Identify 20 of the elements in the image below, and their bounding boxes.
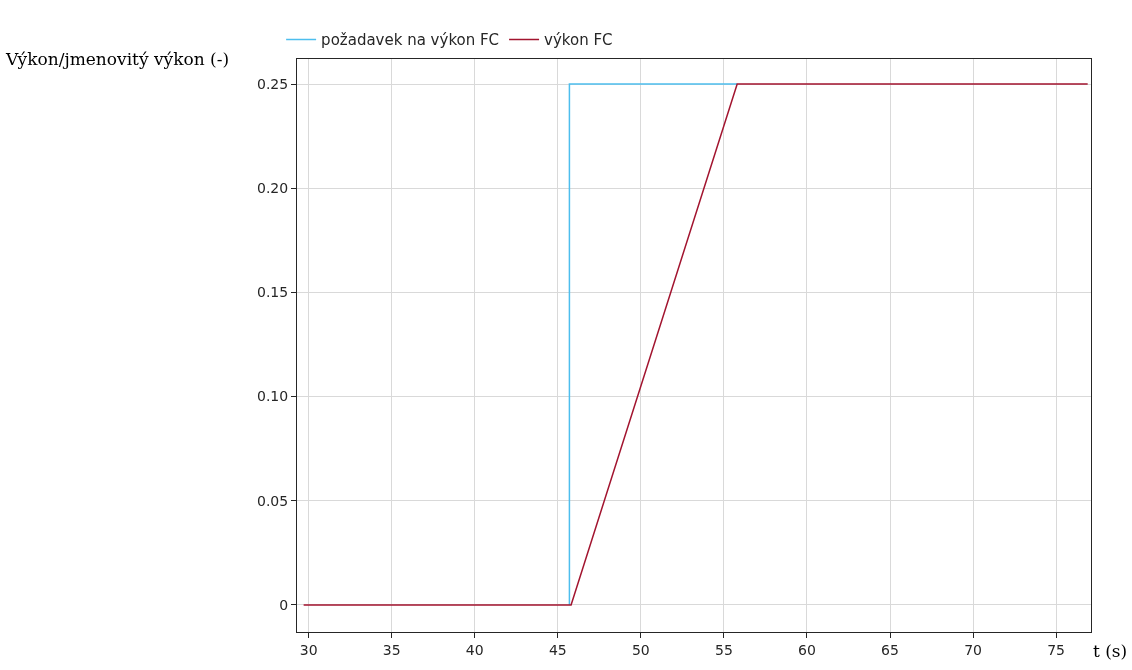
- x-tick-label: 75: [1047, 641, 1066, 658]
- x-tick-label: 65: [881, 641, 899, 658]
- x-tick-label: 50: [631, 641, 650, 658]
- x-tick-label: 45: [548, 641, 567, 658]
- legend-label: výkon FC: [544, 31, 613, 50]
- y-tick-label: 0.25: [257, 75, 289, 92]
- y-axis-title: Výkon/jmenovitý výkon (-): [5, 49, 230, 69]
- legend-label: požadavek na výkon FC: [321, 31, 500, 50]
- y-tick-label: 0.15: [257, 284, 289, 301]
- x-tick-label: 60: [798, 641, 816, 658]
- y-tick-label: 0: [279, 596, 289, 613]
- x-tick-label: 40: [465, 641, 484, 658]
- x-tick-label: 30: [299, 641, 318, 658]
- x-tick-label: 70: [964, 641, 982, 658]
- y-tick-label: 0.10: [257, 388, 289, 405]
- x-tick-label: 55: [714, 641, 733, 658]
- y-tick-label: 0.20: [257, 180, 289, 197]
- x-tick-label: 35: [382, 641, 401, 658]
- x-axis-title: t (s): [1093, 641, 1128, 661]
- y-tick-label: 0.05: [257, 492, 289, 509]
